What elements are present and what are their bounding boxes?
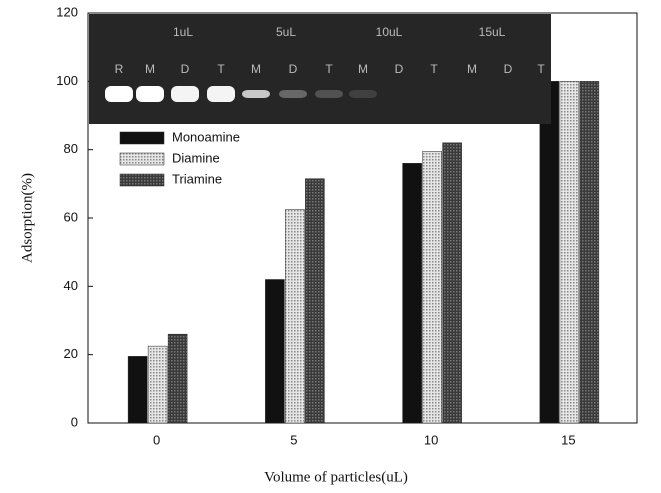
y-tick-label: 80	[64, 141, 78, 156]
gel-lane-label: M	[145, 62, 155, 76]
bar	[539, 81, 560, 424]
bar	[127, 356, 148, 424]
bar	[305, 178, 325, 424]
gel-band	[207, 86, 235, 102]
gel-band	[105, 86, 133, 102]
legend-label: Triamine	[172, 171, 222, 186]
y-tick-label: 100	[56, 73, 78, 88]
gel-lane-label: R	[115, 62, 124, 76]
gel-group-label: 10uL	[376, 25, 403, 39]
y-tick-label: 0	[71, 414, 78, 429]
legend-swatch	[119, 173, 165, 187]
gel-lane-label: M	[251, 62, 261, 76]
bar	[579, 81, 600, 424]
bar	[402, 163, 422, 424]
legend-label: Diamine	[172, 150, 220, 165]
x-axis-title: Volume of particles(uL)	[264, 469, 408, 485]
gel-lane-label: D	[504, 62, 513, 76]
y-tick-label: 60	[64, 209, 78, 224]
gel-band	[279, 90, 307, 98]
gel-lane-label: M	[467, 62, 477, 76]
gel-lane-label: T	[537, 62, 545, 76]
gel-band	[315, 90, 343, 98]
bar	[147, 345, 168, 424]
bar	[559, 81, 580, 424]
gel-lane-label: T	[325, 62, 333, 76]
x-tick-label: 0	[153, 432, 160, 447]
x-tick-label: 10	[424, 432, 438, 447]
gel-background	[89, 14, 551, 124]
gel-inset: 1uL 5uL 10uL 15uL R M D T M D T M D T M D T	[89, 14, 551, 124]
gel-band	[242, 90, 270, 98]
bar	[265, 279, 285, 424]
bar	[285, 209, 305, 424]
gel-group-label: 5uL	[276, 25, 296, 39]
bar	[167, 333, 188, 424]
x-tick-label: 15	[561, 432, 575, 447]
gel-lane-label: T	[217, 62, 225, 76]
gel-lane-label: T	[430, 62, 438, 76]
legend-swatch	[119, 152, 165, 166]
bar	[422, 151, 442, 424]
gel-lane-label: M	[358, 62, 368, 76]
y-tick-label: 120	[56, 4, 78, 19]
y-tick-label: 20	[64, 346, 78, 361]
legend-label: Monoamine	[172, 129, 240, 144]
gel-group-label: 15uL	[479, 25, 506, 39]
gel-band	[349, 90, 377, 98]
gel-band	[171, 86, 199, 102]
legend-swatch	[119, 131, 165, 145]
gel-group-label: 1uL	[173, 25, 193, 39]
gel-lane-label: D	[181, 62, 190, 76]
y-axis-title: Adsorption(%)	[19, 173, 35, 263]
bar	[442, 142, 462, 424]
gel-lane-label: D	[289, 62, 298, 76]
gel-band	[136, 86, 164, 102]
y-tick-label: 40	[64, 278, 78, 293]
x-tick-label: 5	[290, 432, 297, 447]
gel-lane-label: D	[395, 62, 404, 76]
